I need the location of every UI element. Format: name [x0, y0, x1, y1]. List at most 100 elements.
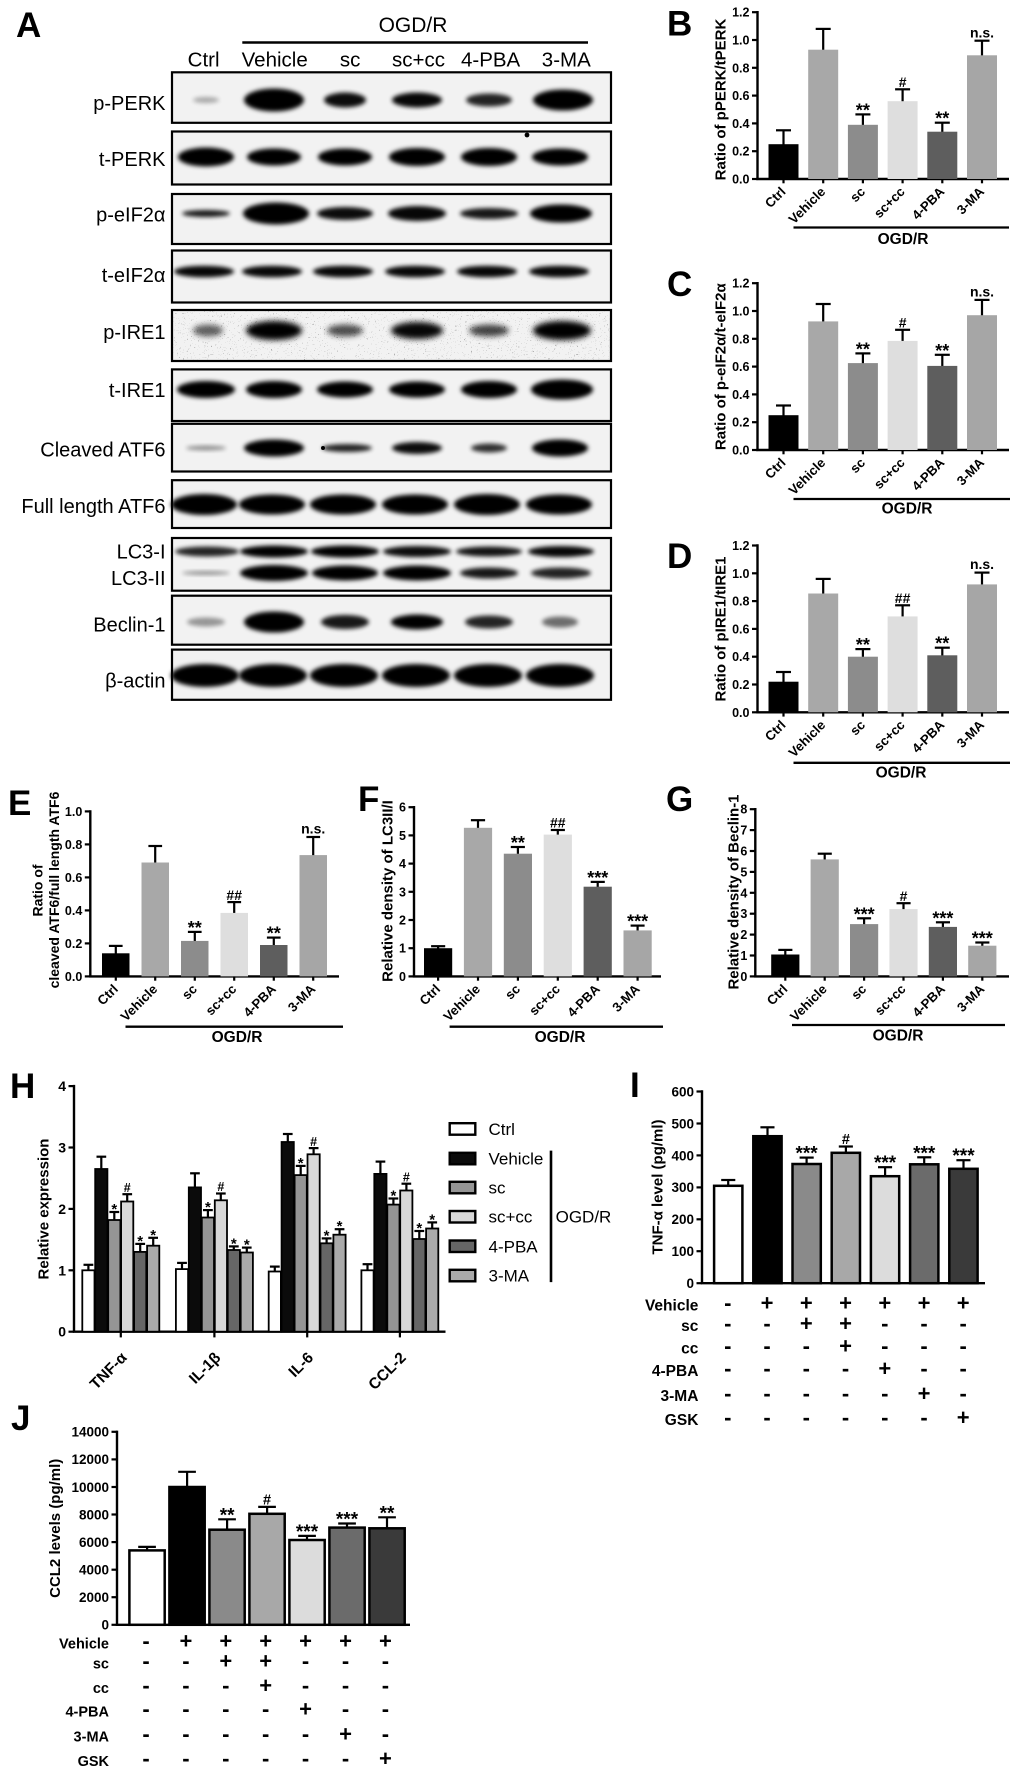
svg-text:0: 0: [740, 970, 747, 984]
svg-text:2: 2: [399, 914, 406, 928]
svg-text:-: -: [724, 1334, 731, 1359]
svg-text:*: *: [111, 1201, 117, 1218]
svg-text:1: 1: [740, 949, 747, 963]
svg-text:0.2: 0.2: [732, 678, 749, 692]
svg-text:-: -: [960, 1381, 967, 1406]
svg-text:+: +: [339, 1722, 352, 1747]
svg-text:OGD/R: OGD/R: [878, 231, 929, 248]
svg-text:n.s.: n.s.: [970, 24, 994, 40]
svg-text:1.0: 1.0: [732, 34, 749, 48]
svg-text:0.6: 0.6: [732, 89, 749, 103]
svg-text:#: #: [124, 1181, 131, 1195]
svg-text:Ctrl: Ctrl: [188, 48, 220, 71]
svg-text:+: +: [339, 1628, 352, 1653]
svg-text:+: +: [761, 1290, 774, 1315]
svg-text:-: -: [182, 1649, 189, 1674]
svg-text:#: #: [900, 888, 908, 904]
svg-text:#: #: [403, 1170, 410, 1184]
svg-text:4-PBA: 4-PBA: [461, 48, 521, 71]
svg-text:0.4: 0.4: [732, 117, 749, 131]
svg-text:5: 5: [399, 829, 406, 843]
svg-text:200: 200: [671, 1212, 694, 1227]
svg-text:0: 0: [399, 970, 406, 984]
svg-text:+: +: [259, 1649, 272, 1674]
svg-text:sc: sc: [93, 1657, 109, 1673]
svg-text:***: ***: [932, 908, 953, 928]
svg-text:100: 100: [671, 1244, 694, 1259]
svg-text:-: -: [881, 1334, 888, 1359]
svg-text:4-PBA: 4-PBA: [489, 1237, 539, 1256]
svg-text:Vehicle: Vehicle: [59, 1636, 109, 1652]
svg-text:+: +: [800, 1311, 813, 1336]
svg-text:Cleaved ATF6: Cleaved ATF6: [40, 440, 165, 462]
svg-text:-: -: [142, 1649, 149, 1674]
svg-text:***: ***: [952, 1146, 975, 1167]
svg-text:p-IRE1: p-IRE1: [103, 322, 165, 344]
svg-text:-: -: [142, 1746, 149, 1771]
svg-text:##: ##: [226, 887, 242, 903]
svg-text:-: -: [182, 1697, 189, 1722]
svg-text:**: **: [220, 1505, 235, 1526]
svg-text:-: -: [382, 1722, 389, 1747]
svg-text:-: -: [342, 1649, 349, 1674]
svg-text:-: -: [763, 1356, 770, 1381]
svg-text:##: ##: [550, 815, 566, 831]
svg-text:+: +: [918, 1290, 931, 1315]
svg-text:β-actin: β-actin: [105, 670, 165, 692]
svg-text:E: E: [8, 784, 31, 823]
svg-text:+: +: [179, 1628, 192, 1653]
svg-text:sc+cc: sc+cc: [489, 1208, 533, 1227]
svg-text:+: +: [878, 1356, 891, 1381]
svg-text:Ratio of p-eIF2α/t-eIF2α: Ratio of p-eIF2α/t-eIF2α: [712, 283, 729, 451]
svg-text:0.8: 0.8: [732, 332, 749, 346]
svg-text:t-IRE1: t-IRE1: [109, 380, 166, 402]
svg-text:+: +: [839, 1290, 852, 1315]
svg-text:cc: cc: [681, 1341, 699, 1358]
svg-text:1.0: 1.0: [732, 567, 749, 581]
svg-text:***: ***: [627, 912, 648, 932]
svg-text:4-PBA: 4-PBA: [652, 1363, 699, 1380]
svg-text:-: -: [382, 1649, 389, 1674]
svg-text:+: +: [219, 1649, 232, 1674]
svg-text:-: -: [302, 1746, 309, 1771]
svg-text:-: -: [920, 1311, 927, 1336]
svg-text:sc: sc: [340, 48, 361, 71]
svg-text:*: *: [337, 1218, 343, 1235]
svg-text:GSK: GSK: [665, 1412, 699, 1429]
svg-text:0.8: 0.8: [732, 61, 749, 75]
svg-text:0.2: 0.2: [732, 145, 749, 159]
svg-text:-: -: [342, 1673, 349, 1698]
svg-text:**: **: [267, 924, 281, 944]
svg-text:-: -: [881, 1381, 888, 1406]
svg-text:sc: sc: [489, 1179, 507, 1198]
svg-text:-: -: [920, 1405, 927, 1430]
svg-text:Ratio of: Ratio of: [30, 864, 46, 916]
svg-text:-: -: [724, 1290, 731, 1315]
svg-text:Relative density of LC3II/I: Relative density of LC3II/I: [380, 800, 397, 982]
svg-text:-: -: [222, 1697, 229, 1722]
svg-text:6: 6: [399, 801, 406, 815]
svg-text:10000: 10000: [71, 1480, 109, 1495]
svg-text:-: -: [881, 1311, 888, 1336]
svg-text:**: **: [856, 339, 870, 359]
svg-text:Beclin-1: Beclin-1: [93, 614, 165, 636]
svg-text:***: ***: [796, 1144, 819, 1165]
svg-text:-: -: [302, 1649, 309, 1674]
svg-text:-: -: [724, 1356, 731, 1381]
svg-text:#: #: [899, 74, 907, 90]
svg-text:-: -: [382, 1697, 389, 1722]
svg-text:J: J: [11, 1399, 30, 1438]
svg-text:+: +: [219, 1628, 232, 1653]
svg-text:-: -: [302, 1673, 309, 1698]
svg-text:7: 7: [740, 824, 747, 838]
svg-text:Vehicle: Vehicle: [645, 1297, 699, 1314]
svg-text:6: 6: [740, 845, 747, 859]
svg-text:TNF-α level (pg/ml): TNF-α level (pg/ml): [650, 1119, 667, 1254]
svg-text:0.2: 0.2: [732, 416, 749, 430]
svg-text:5: 5: [740, 865, 747, 879]
svg-text:-: -: [182, 1722, 189, 1747]
svg-text:0: 0: [101, 1618, 109, 1633]
svg-text:Ratio of pIRE1/tIRE1: Ratio of pIRE1/tIRE1: [712, 556, 729, 701]
svg-text:Vehicle: Vehicle: [242, 48, 308, 71]
svg-text:0: 0: [686, 1276, 694, 1291]
